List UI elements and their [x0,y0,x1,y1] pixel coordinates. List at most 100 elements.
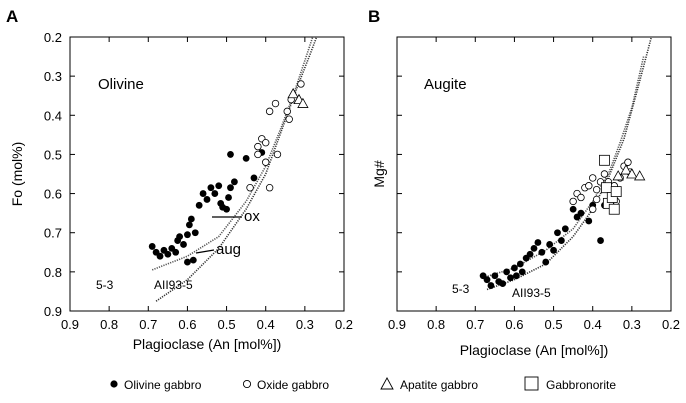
data-point-filled-circle [483,276,491,284]
curve-label-aii93-5: AII93-5 [154,278,193,292]
panel-a-frame [69,36,345,312]
data-point-filled-circle [558,237,565,244]
data-point-open-circle [624,158,632,166]
data-point-open-circle [262,158,270,166]
annotation-aug: aug [216,241,241,258]
data-point-open-circle [592,195,601,204]
data-point-filled-circle [189,256,197,264]
data-point-filled-circle [507,274,514,282]
data-point-filled-circle [164,250,172,258]
data-point-open-circle [285,115,293,123]
panel-a-title: Olivine [98,76,144,93]
panel-a-letter: A [6,7,18,26]
data-point-open-triangle [287,87,299,99]
data-point-filled-circle [518,268,526,276]
data-point-open-circle [585,182,593,190]
data-point-open-circle [589,205,597,213]
data-point-filled-circle [227,151,234,158]
x-tick-label: 0.3 [296,317,314,332]
data-point-filled-circle [203,196,211,203]
data-point-open-triangle [297,97,309,108]
data-point-open-circle [265,183,274,192]
data-point-filled-circle [195,201,203,209]
legend-marker-filled-circle [110,380,118,388]
panel-b-xlabel: Plagioclase (An [mol%]) [460,342,609,358]
data-point-filled-circle [499,280,507,287]
curve-label-aii93-5-b: AII93-5 [512,286,551,300]
data-point-filled-circle [534,239,542,246]
data-point-open-circle [273,150,282,159]
data-point-filled-circle [554,229,561,237]
y-tick-label: 0.2 [44,30,62,45]
curve-label-5-3-b: 5-3 [452,282,470,296]
y-tick-label: 0.9 [44,304,62,319]
data-point-filled-circle [172,248,180,256]
data-point-filled-circle [561,225,569,233]
data-point-open-circle [283,107,291,116]
data-point-filled-circle [538,248,546,256]
data-point-filled-circle [491,272,499,280]
data-point-open-square [601,182,612,194]
data-point-filled-circle [180,241,187,248]
data-point-filled-circle [187,215,195,223]
data-point-open-circle [592,185,601,194]
data-point-filled-circle [225,194,232,201]
data-point-open-circle [271,99,280,108]
legend-label-apatite-gabbro: Apatite gabbro [400,378,478,392]
x-tick-label: 0.7 [466,317,484,332]
data-point-filled-circle [597,237,604,244]
annotation-ox: ox [244,208,260,225]
data-point-open-circle [297,80,305,88]
x-tick-label: 0.8 [100,317,118,332]
legend: Olivine gabbro Oxide gabbro Apatite gabb… [110,376,616,392]
data-point-filled-circle [227,184,234,192]
model-curve [482,56,645,279]
y-tick-label: 0.6 [44,187,62,202]
x-tick-label: 0.9 [61,317,79,332]
legend-label-gabbronorite: Gabbronorite [546,378,616,392]
data-point-filled-circle [215,182,223,190]
data-point-open-circle [600,170,609,178]
model-curve [486,36,653,291]
y-tick-label: 0.7 [44,226,62,241]
x-tick-label: 0.7 [139,317,157,332]
data-point-filled-circle [191,229,199,237]
data-point-open-circle [589,174,597,182]
data-point-open-circle [577,193,585,202]
panel-a-xlabel: Plagioclase (An [mol%]) [133,336,282,352]
model-curve [155,36,318,302]
data-point-filled-circle [148,243,156,250]
legend-marker-open-square [524,376,539,391]
legend-marker-open-triangle [380,377,394,390]
x-tick-label: 0.8 [427,317,445,332]
data-point-filled-circle [223,205,230,213]
x-tick-label: 0.9 [388,317,406,332]
x-tick-label: 0.4 [584,317,602,332]
data-point-filled-circle [199,190,207,197]
x-tick-label: 0.5 [218,317,236,332]
legend-label-olivine-gabbro: Olivine gabbro [124,378,202,392]
panel-b-ylabel: Mg# [371,160,387,187]
data-point-open-square [599,154,610,166]
data-point-open-triangle [612,170,624,181]
data-point-filled-circle [530,244,538,252]
x-tick-label: 0.2 [662,317,680,332]
data-point-filled-circle [569,205,577,213]
data-point-open-circle [265,107,274,116]
data-point-filled-circle [185,221,193,229]
aug-leader-line [195,249,215,254]
data-point-filled-circle [503,268,510,276]
data-point-filled-circle [184,258,191,266]
data-point-filled-circle [184,231,191,239]
data-point-filled-circle [207,184,215,192]
panel-a-ylabel: Fo (mol%) [9,142,25,207]
y-tick-label: 0.8 [44,265,62,280]
y-tick-label: 0.4 [44,108,62,123]
data-point-filled-circle [231,178,238,186]
data-point-filled-circle [542,258,550,266]
data-point-filled-circle [211,190,219,197]
panel-b-letter: B [368,7,380,26]
curve-label-5-3: 5-3 [96,278,114,292]
data-point-open-triangle [626,168,638,179]
